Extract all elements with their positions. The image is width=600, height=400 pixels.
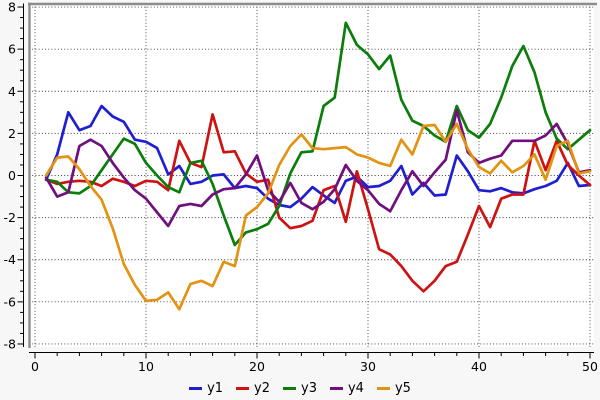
series-y5-line — [44, 122, 592, 311]
x-tick-label: 30 — [360, 359, 376, 374]
legend-item-y3: y3 — [283, 381, 317, 396]
legend-chip-y2 — [236, 386, 250, 390]
y-tick-label: 0 — [8, 168, 16, 183]
x-tick-label: 20 — [249, 359, 265, 374]
y-tick-label: -2 — [4, 210, 16, 225]
series-y4-line — [44, 108, 592, 228]
x-tick-label: 10 — [138, 359, 154, 374]
y-tick-label: 4 — [8, 84, 16, 99]
plot-border — [28, 2, 597, 348]
legend-chip-y3 — [283, 386, 297, 390]
y-tick-label: 8 — [8, 0, 16, 15]
y-tick-label: -6 — [4, 294, 17, 309]
x-tick-label: 0 — [31, 359, 39, 374]
legend-label: y1 — [207, 380, 224, 396]
y-tick-label: -4 — [4, 252, 17, 267]
x-tick-labels: 0 10 20 30 40 50 — [31, 359, 598, 374]
y-tick-labels: -8 -6 -4 -2 0 2 4 6 8 — [4, 0, 17, 351]
legend-chip-y1 — [189, 386, 203, 390]
x-tick-label: 50 — [582, 359, 598, 374]
y-tick-label: 2 — [8, 126, 16, 141]
legend-label: y3 — [301, 380, 317, 396]
legend-item-y2: y2 — [236, 381, 270, 396]
legend-chip-y4 — [329, 386, 343, 390]
chart-canvas: 0 10 20 30 40 50 -8 -6 -4 -2 0 2 4 6 8 — [4, 0, 598, 374]
legend-item-y4: y4 — [329, 380, 364, 396]
legend-chip-y5 — [376, 386, 390, 390]
x-axis — [29, 352, 594, 359]
y-axis — [17, 3, 24, 347]
series-y1-line — [44, 104, 592, 209]
grid — [29, 3, 594, 347]
legend-label: y5 — [394, 380, 411, 396]
y-tick-label: 6 — [8, 42, 16, 57]
legend-label: y4 — [347, 380, 364, 396]
legend: y1 y2 y3 y4 y5 — [0, 379, 600, 397]
x-tick-label: 40 — [471, 359, 487, 374]
legend-item-y5: y5 — [376, 380, 411, 396]
legend-item-y1: y1 — [189, 381, 223, 396]
y-tick-label: -8 — [4, 336, 17, 351]
series-y3-line — [44, 21, 592, 247]
legend-label: y2 — [254, 380, 271, 396]
